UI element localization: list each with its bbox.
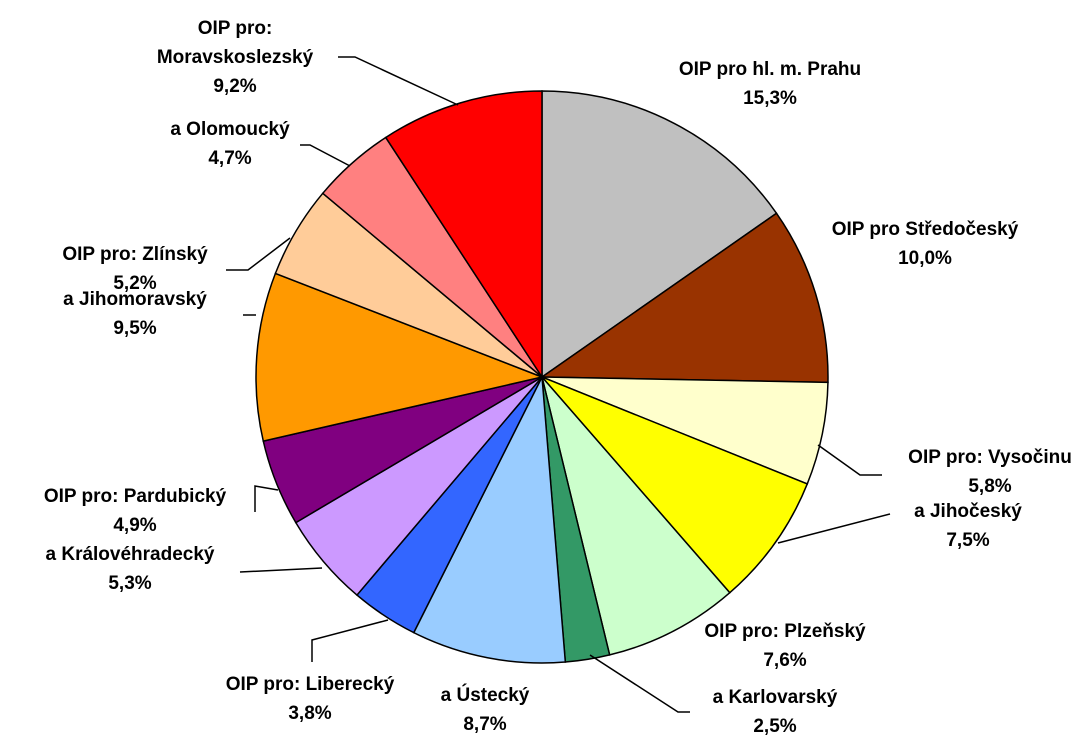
- leader-line: [311, 619, 389, 662]
- leader-line: [239, 567, 323, 573]
- value-label: 7,5%: [946, 530, 990, 551]
- pie-slice: [255, 272, 545, 443]
- pie-slice: [541, 376, 809, 594]
- category-label: OIP pro: Pardubický: [43, 486, 227, 507]
- category-label: OIP pro: Liberecký: [225, 674, 395, 695]
- pie-slice: [539, 212, 829, 384]
- value-label: 15,3%: [743, 88, 797, 109]
- value-label: 9,5%: [113, 318, 157, 339]
- category-label: OIP pro: Vysočinu: [908, 447, 1072, 468]
- value-label: 10,0%: [898, 248, 952, 269]
- slice-label: OIP pro: Moravskoslezský 9,2%: [130, 14, 340, 101]
- leader-line: [338, 56, 459, 106]
- value-label: 4,7%: [208, 148, 252, 169]
- pie-slice: [541, 376, 731, 656]
- slice-label: OIP pro: Zlínský 5,2%: [0, 240, 285, 298]
- slice-label: OIP pro: Vysočinu 5,8%: [840, 443, 1088, 501]
- slice-label: OIP pro: Pardubický 4,9%: [0, 482, 285, 540]
- category-label: OIP pro: Moravskoslezský: [156, 18, 314, 68]
- leader-line: [777, 513, 891, 544]
- pie-slice: [384, 90, 543, 380]
- category-label: OIP pro hl. m. Prahu: [678, 59, 862, 80]
- leader-line: [226, 237, 291, 271]
- value-label: 9,2%: [213, 76, 257, 97]
- slice-label: a Jihočeský 7,5%: [818, 497, 1088, 555]
- category-label: OIP pro: Zlínský: [62, 244, 208, 265]
- slice-label: a Jihomoravský 9,5%: [0, 285, 285, 343]
- value-label: 4,9%: [113, 515, 157, 536]
- category-label: a Olomoucký: [170, 119, 290, 140]
- slice-label: OIP pro: Plzeňský 7,6%: [635, 617, 935, 675]
- category-label: OIP pro Středočeský: [831, 219, 1019, 240]
- value-label: 7,6%: [763, 650, 807, 671]
- leader-line: [254, 485, 279, 512]
- leader-line: [589, 654, 690, 713]
- value-label: 5,3%: [108, 573, 152, 594]
- value-label: 3,8%: [288, 703, 332, 724]
- slice-label: OIP pro: Liberecký 3,8%: [160, 670, 460, 728]
- value-label: 5,2%: [113, 273, 157, 294]
- slice-label: a Karlovarský 2,5%: [625, 683, 925, 741]
- value-label: 5,8%: [968, 476, 1012, 497]
- category-label: a Královéhradecký: [45, 544, 215, 565]
- leader-line: [817, 444, 882, 476]
- category-label: OIP pro: Plzeňský: [704, 621, 866, 642]
- pie-slice: [541, 90, 778, 379]
- pie-slice: [412, 374, 567, 664]
- value-label: 2,5%: [753, 716, 797, 737]
- slice-label: a Královéhradecký 5,3%: [0, 540, 280, 598]
- category-label: a Jihočeský: [914, 501, 1022, 522]
- leader-line: [300, 144, 351, 167]
- category-label: a Ústecký: [440, 685, 530, 706]
- category-label: a Jihomoravský: [63, 289, 207, 310]
- slice-label: OIP pro hl. m. Prahu 15,3%: [570, 55, 970, 113]
- category-label: a Karlovarský: [712, 687, 838, 708]
- value-label: 8,7%: [463, 714, 507, 735]
- slice-label: OIP pro Středočeský 10,0%: [725, 215, 1088, 273]
- slice-label: a Ústecký 8,7%: [335, 681, 635, 739]
- slice-label: a Olomoucký 4,7%: [80, 115, 380, 173]
